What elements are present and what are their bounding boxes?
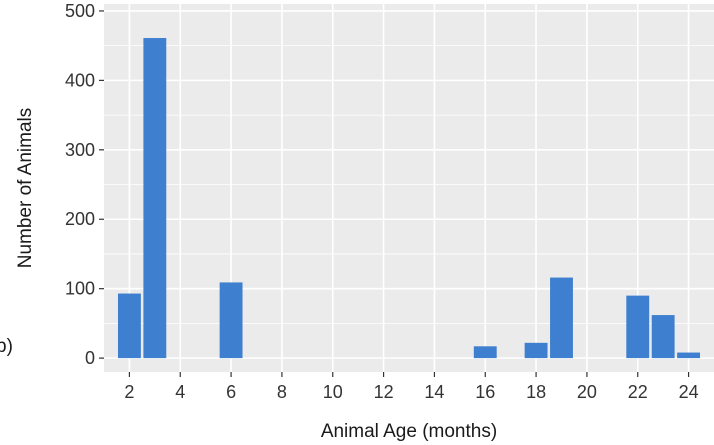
bar: [550, 277, 573, 359]
bar: [524, 342, 548, 359]
x-tick-label: 8: [277, 382, 287, 402]
y-tick-label: 100: [65, 279, 95, 299]
bar: [626, 295, 650, 359]
bar: [651, 315, 675, 359]
x-tick-label: 22: [628, 382, 648, 402]
x-tick-label: 2: [124, 382, 134, 402]
y-axis-title: Number of Animals: [15, 108, 36, 269]
panel-label: b): [0, 336, 13, 357]
y-tick-label: 500: [65, 1, 95, 21]
plot-panel: [104, 4, 714, 372]
x-tick-label: 24: [679, 382, 699, 402]
bar: [143, 38, 167, 359]
x-tick-label: 12: [374, 382, 394, 402]
x-tick-label: 18: [526, 382, 546, 402]
x-axis: 2 4 6 8 10 12 14 16 18 20 22 24: [124, 372, 699, 402]
x-tick-label: 14: [424, 382, 444, 402]
bar: [117, 293, 141, 359]
y-tick-label: 200: [65, 209, 95, 229]
y-tick-label: 300: [65, 140, 95, 160]
y-tick-label: 400: [65, 70, 95, 90]
x-tick-label: 10: [323, 382, 343, 402]
bar: [219, 282, 243, 359]
bar: [473, 346, 497, 359]
y-tick-label: 0: [85, 348, 95, 368]
bars: [117, 38, 701, 359]
x-tick-label: 20: [577, 382, 597, 402]
x-tick-label: 6: [226, 382, 236, 402]
x-axis-title: Animal Age (months): [321, 421, 497, 442]
bar: [677, 352, 701, 359]
x-tick-label: 4: [175, 382, 185, 402]
y-axis: 0 100 200 300 400 500: [65, 1, 104, 368]
x-tick-label: 16: [475, 382, 495, 402]
